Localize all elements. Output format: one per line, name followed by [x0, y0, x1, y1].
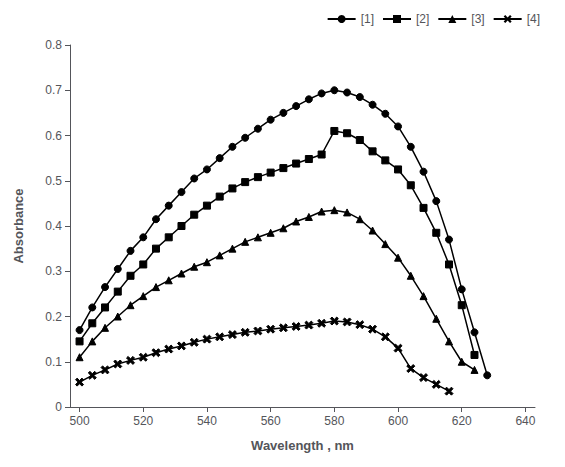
svg-text:0.4: 0.4: [45, 219, 62, 233]
svg-text:0.7: 0.7: [45, 83, 62, 97]
svg-text:[3]: [3]: [471, 12, 484, 26]
svg-text:520: 520: [133, 414, 153, 428]
svg-text:0.8: 0.8: [45, 38, 62, 52]
svg-text:0.1: 0.1: [45, 355, 62, 369]
svg-text:640: 640: [515, 414, 535, 428]
svg-text:0: 0: [55, 400, 62, 414]
svg-text:[2]: [2]: [416, 12, 429, 26]
svg-text:540: 540: [197, 414, 217, 428]
svg-text:0.2: 0.2: [45, 310, 62, 324]
svg-text:Wavelength , nm: Wavelength , nm: [251, 438, 354, 453]
svg-text:0.5: 0.5: [45, 174, 62, 188]
svg-text:[1]: [1]: [361, 12, 374, 26]
svg-text:0.6: 0.6: [45, 129, 62, 143]
svg-text:Absorbance: Absorbance: [11, 188, 26, 263]
svg-text:620: 620: [452, 414, 472, 428]
svg-text:500: 500: [70, 414, 90, 428]
svg-text:[4]: [4]: [527, 12, 540, 26]
svg-text:600: 600: [388, 414, 408, 428]
svg-text:580: 580: [324, 414, 344, 428]
svg-text:560: 560: [261, 414, 281, 428]
svg-text:0.3: 0.3: [45, 264, 62, 278]
